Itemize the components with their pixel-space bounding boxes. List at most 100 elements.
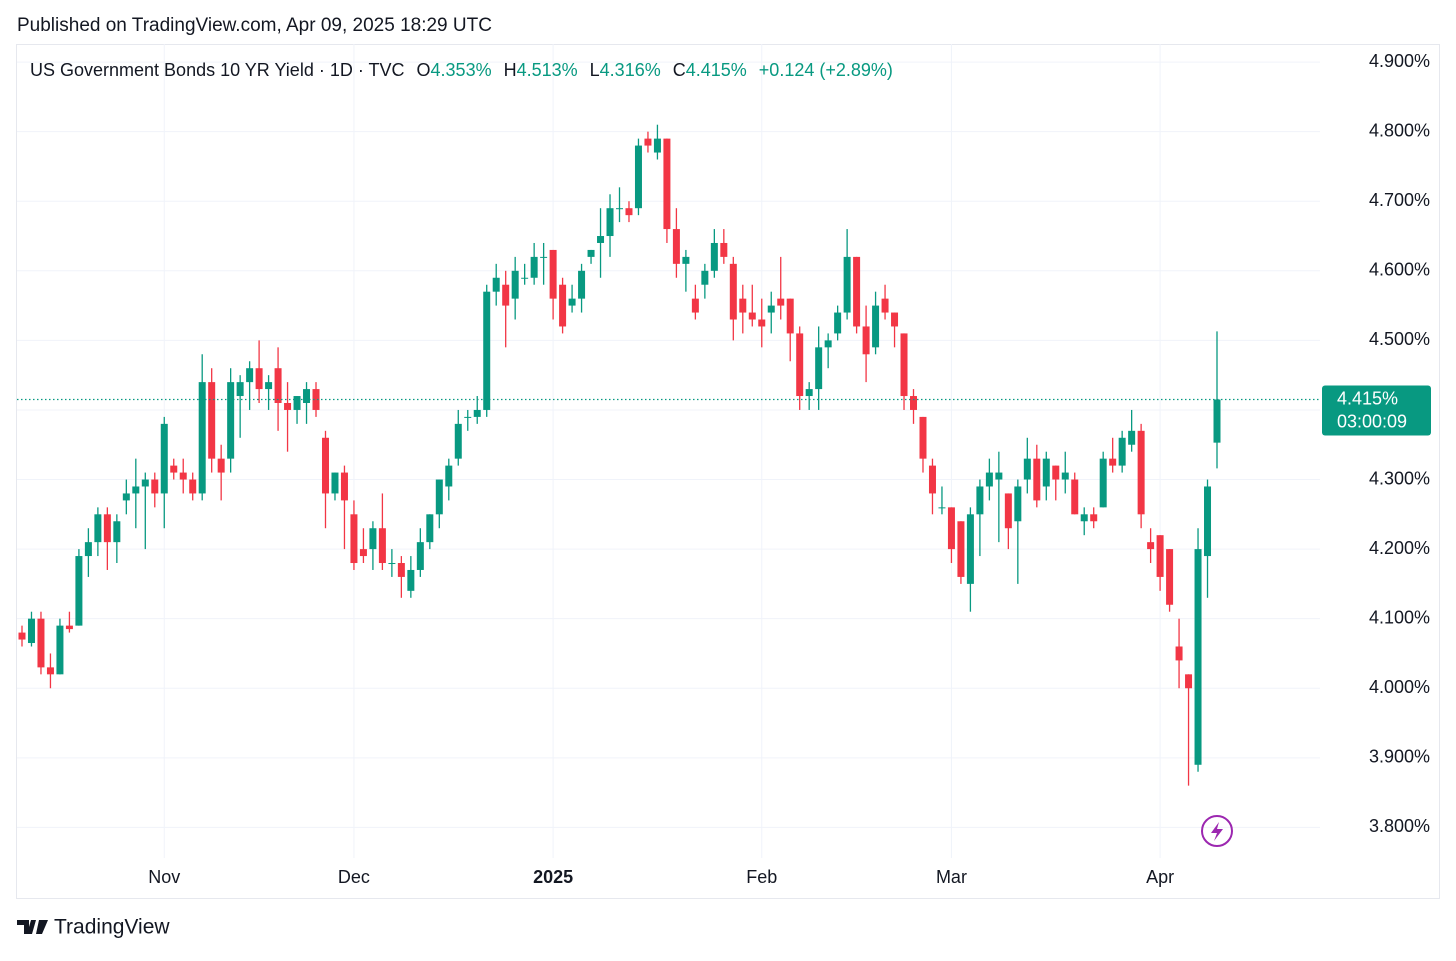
candle-body bbox=[236, 382, 244, 397]
candle-body bbox=[75, 556, 83, 626]
candle-body bbox=[900, 333, 908, 397]
event-icon[interactable] bbox=[1201, 815, 1233, 847]
x-tick-label: Dec bbox=[338, 867, 370, 887]
symbol-name: US Government Bonds 10 YR Yield · 1D · T… bbox=[30, 60, 405, 80]
candle-body bbox=[1099, 458, 1107, 508]
candle-body bbox=[976, 486, 984, 515]
candle-body bbox=[369, 528, 377, 550]
legend-key: H bbox=[504, 60, 517, 80]
candle-body bbox=[255, 368, 263, 390]
countdown: 03:00:09 bbox=[1337, 411, 1407, 431]
candle-body bbox=[435, 479, 443, 515]
candle-body bbox=[511, 270, 519, 299]
candle-body bbox=[786, 298, 794, 334]
candle-body bbox=[710, 242, 718, 271]
candle-body bbox=[729, 263, 737, 320]
candle-body bbox=[27, 618, 35, 644]
candle-body bbox=[824, 340, 832, 348]
candle-body bbox=[274, 368, 282, 403]
candle-body bbox=[672, 229, 680, 264]
candle-body bbox=[160, 423, 168, 494]
candle-body bbox=[938, 507, 946, 509]
candle-body bbox=[985, 472, 993, 487]
candle-body bbox=[530, 256, 538, 278]
x-tick-label: Apr bbox=[1146, 867, 1174, 887]
bolt-icon bbox=[1211, 822, 1223, 841]
candle-body bbox=[1147, 542, 1155, 550]
candle-body bbox=[122, 493, 130, 501]
candle-body bbox=[84, 542, 92, 557]
candle-body bbox=[540, 256, 548, 258]
candle-body bbox=[473, 409, 481, 417]
legend-key: L bbox=[590, 60, 600, 80]
x-tick-label: Nov bbox=[148, 867, 180, 887]
candle-body bbox=[549, 249, 557, 299]
candle-body bbox=[1061, 472, 1069, 480]
candle-body bbox=[312, 389, 320, 410]
candle-body bbox=[217, 458, 225, 473]
x-tick-label: Mar bbox=[936, 867, 967, 887]
brand-name: TradingView bbox=[54, 916, 170, 939]
y-tick-label: 3.800% bbox=[1369, 816, 1430, 836]
candle-body bbox=[445, 465, 453, 487]
candle-body bbox=[1194, 549, 1202, 765]
candle-body bbox=[1109, 458, 1117, 466]
candle-body bbox=[132, 486, 140, 494]
legend-key: C bbox=[673, 60, 686, 80]
candle-body bbox=[634, 145, 642, 209]
legend-change: +0.124 (+2.89%) bbox=[759, 60, 893, 80]
candle-body bbox=[834, 312, 842, 334]
candle-body bbox=[777, 298, 785, 306]
candle-body bbox=[568, 298, 576, 306]
candle-body bbox=[265, 382, 273, 390]
candle-body bbox=[767, 305, 775, 313]
candle-body bbox=[644, 138, 652, 146]
candle-body bbox=[227, 382, 235, 459]
ohlc-legend: US Government Bonds 10 YR Yield · 1D · T… bbox=[30, 60, 893, 80]
candle-body bbox=[758, 319, 766, 327]
candle-body bbox=[151, 479, 159, 494]
candle-body bbox=[141, 479, 149, 487]
legend-value: 4.415% bbox=[686, 60, 747, 80]
candle-body bbox=[426, 514, 434, 543]
candle-body bbox=[1014, 486, 1022, 522]
candle-body bbox=[340, 472, 348, 501]
x-tick-label: 2025 bbox=[533, 867, 573, 887]
candle-body bbox=[464, 416, 472, 418]
candle-body bbox=[957, 521, 965, 577]
y-tick-label: 4.600% bbox=[1369, 260, 1430, 280]
y-tick-label: 4.300% bbox=[1369, 468, 1430, 488]
candle-body bbox=[691, 298, 699, 313]
candle-body bbox=[1156, 535, 1164, 577]
candle-body bbox=[94, 514, 102, 543]
candle-body bbox=[18, 632, 26, 640]
candle-body bbox=[1004, 493, 1012, 529]
candle-body bbox=[606, 208, 614, 237]
candle-body bbox=[663, 138, 671, 230]
candle-body bbox=[616, 208, 623, 210]
candle-body bbox=[701, 270, 709, 285]
candle-body bbox=[928, 465, 936, 494]
candle-body bbox=[1175, 646, 1183, 661]
legend-value: 4.316% bbox=[600, 60, 661, 80]
candle-body bbox=[739, 298, 747, 313]
candle-body bbox=[881, 298, 889, 313]
candle-body bbox=[1128, 430, 1136, 445]
candle-body bbox=[1023, 458, 1031, 480]
candle-body bbox=[1071, 479, 1079, 515]
chart-frame bbox=[16, 44, 1440, 899]
y-tick-label: 4.500% bbox=[1369, 329, 1430, 349]
candle-body bbox=[65, 625, 73, 630]
candle-body bbox=[416, 542, 424, 570]
candle-body bbox=[1090, 514, 1098, 522]
candle-body bbox=[653, 138, 661, 153]
y-tick-label: 4.800% bbox=[1369, 120, 1430, 140]
candle-body bbox=[350, 514, 358, 564]
candle-body bbox=[947, 507, 955, 550]
candle-body bbox=[208, 382, 216, 459]
candle-body bbox=[246, 368, 254, 383]
candle-body bbox=[189, 479, 197, 494]
candle-body bbox=[748, 312, 756, 320]
candle-body bbox=[331, 472, 339, 494]
candle-body bbox=[682, 256, 690, 264]
